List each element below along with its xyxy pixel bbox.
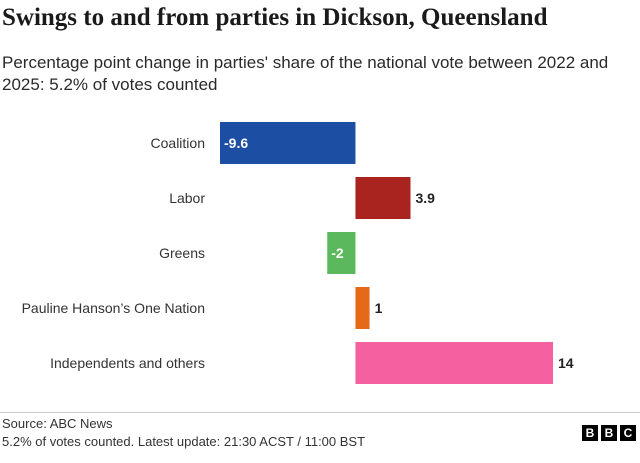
source-text: Source: ABC News <box>2 416 113 431</box>
bar <box>355 342 553 384</box>
bar <box>355 177 411 219</box>
category-label: Coalition <box>151 135 205 151</box>
category-label: Pauline Hanson’s One Nation <box>22 300 205 316</box>
value-label: 14 <box>558 355 574 371</box>
update-note: 5.2% of votes counted. Latest update: 21… <box>2 434 366 449</box>
value-label: -9.6 <box>224 135 248 151</box>
bbc-logo-letter: B <box>601 425 617 441</box>
bar-chart: Coalition -9.6 Labor 3.9 Greens -2 Pauline Han… <box>22 122 574 384</box>
category-label: Independents and others <box>50 355 205 371</box>
chart-subtitle: Percentage point change in parties' shar… <box>2 53 609 94</box>
chart-title: Swings to and from parties in Dickson, Q… <box>2 4 548 31</box>
bar <box>327 232 356 274</box>
category-label: Greens <box>159 245 205 261</box>
bbc-logo: B B C <box>582 425 636 441</box>
value-label: -2 <box>331 245 344 261</box>
value-label: 1 <box>375 300 383 316</box>
bar <box>355 287 370 329</box>
footer-divider <box>0 412 640 413</box>
category-label: Labor <box>169 190 205 206</box>
bar <box>220 122 356 164</box>
bbc-logo-letter: B <box>582 425 598 441</box>
bbc-logo-letter: C <box>620 425 636 441</box>
value-label: 3.9 <box>415 190 435 206</box>
